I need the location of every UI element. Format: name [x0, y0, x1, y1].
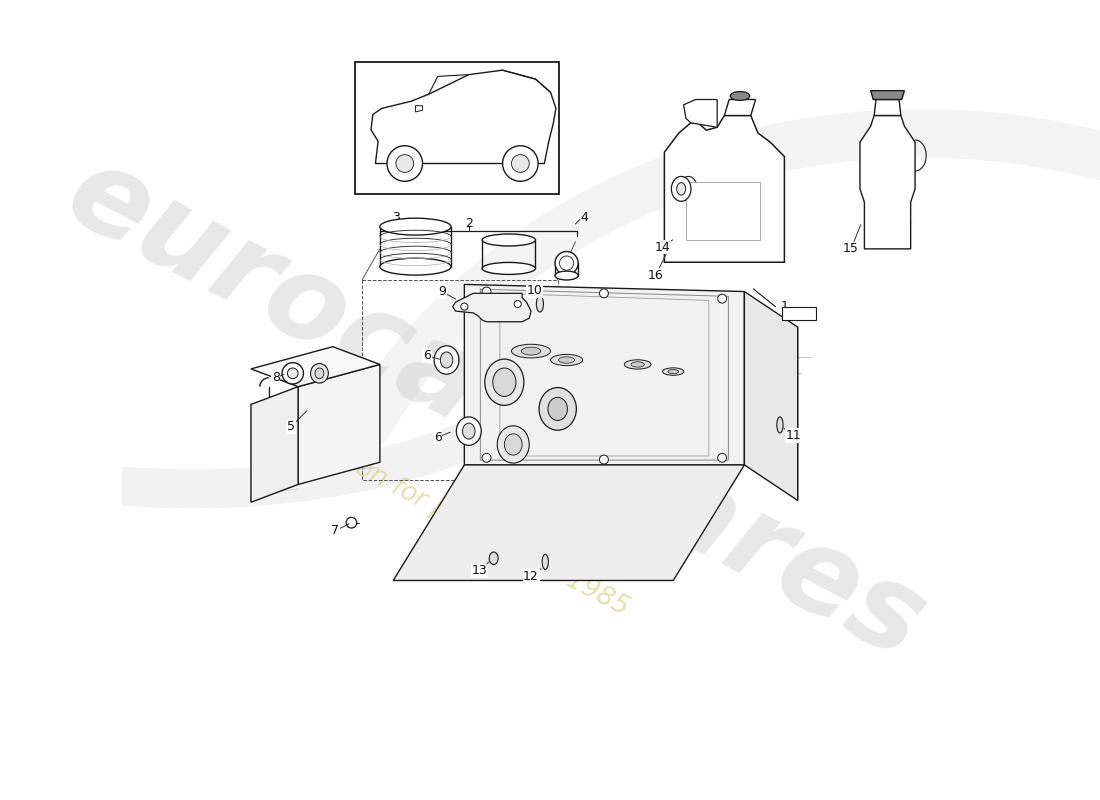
Bar — [782, 306, 815, 320]
Ellipse shape — [485, 359, 524, 406]
Bar — [355, 62, 560, 194]
Polygon shape — [251, 346, 380, 386]
Polygon shape — [664, 115, 784, 262]
Ellipse shape — [542, 554, 549, 570]
Ellipse shape — [680, 177, 697, 202]
Ellipse shape — [730, 91, 750, 100]
Text: 7: 7 — [331, 524, 340, 537]
Text: Mobil: Mobil — [874, 170, 901, 181]
Ellipse shape — [379, 258, 451, 275]
Text: 12: 12 — [524, 570, 539, 582]
Polygon shape — [683, 99, 717, 127]
Ellipse shape — [556, 271, 579, 280]
Ellipse shape — [490, 552, 498, 565]
Text: 14: 14 — [654, 241, 671, 254]
Circle shape — [396, 154, 414, 173]
Bar — [686, 182, 760, 240]
Polygon shape — [725, 99, 756, 115]
Text: 16: 16 — [648, 269, 663, 282]
Circle shape — [717, 294, 727, 303]
Polygon shape — [860, 115, 915, 249]
Ellipse shape — [493, 368, 516, 397]
Polygon shape — [464, 285, 745, 465]
Text: 1: 1 — [781, 300, 789, 313]
Polygon shape — [745, 291, 798, 501]
Ellipse shape — [434, 346, 459, 374]
Text: 8: 8 — [272, 371, 279, 384]
Polygon shape — [453, 294, 531, 322]
Ellipse shape — [521, 347, 541, 355]
Circle shape — [482, 287, 491, 296]
Text: 2-8: 2-8 — [790, 309, 807, 318]
Polygon shape — [671, 206, 704, 256]
Ellipse shape — [310, 363, 328, 383]
Ellipse shape — [551, 354, 583, 366]
Ellipse shape — [668, 370, 679, 374]
Circle shape — [717, 454, 727, 462]
Text: 6: 6 — [433, 431, 441, 444]
Polygon shape — [416, 106, 422, 112]
Ellipse shape — [463, 423, 475, 439]
Text: 13: 13 — [472, 564, 487, 577]
Text: 2: 2 — [465, 218, 473, 230]
Ellipse shape — [539, 387, 576, 430]
Circle shape — [461, 303, 468, 310]
Circle shape — [503, 146, 538, 182]
Text: 6: 6 — [424, 349, 431, 362]
Circle shape — [512, 154, 529, 173]
Ellipse shape — [671, 177, 691, 202]
Ellipse shape — [777, 417, 783, 433]
Ellipse shape — [497, 426, 529, 463]
Polygon shape — [874, 99, 901, 115]
Ellipse shape — [482, 262, 536, 274]
Text: 4: 4 — [581, 211, 589, 224]
Circle shape — [282, 362, 304, 384]
Ellipse shape — [537, 296, 543, 312]
Ellipse shape — [631, 362, 645, 367]
Ellipse shape — [676, 182, 685, 195]
Text: eurocarspares: eurocarspares — [47, 134, 944, 684]
Text: 15: 15 — [843, 242, 859, 255]
Ellipse shape — [315, 368, 323, 378]
Text: Mobil: Mobil — [707, 204, 741, 218]
Circle shape — [600, 455, 608, 464]
Ellipse shape — [512, 344, 551, 358]
Text: 5: 5 — [287, 420, 295, 433]
Text: 11: 11 — [785, 429, 801, 442]
Ellipse shape — [379, 218, 451, 235]
Text: 3: 3 — [392, 211, 399, 224]
Text: 10: 10 — [527, 284, 542, 297]
Ellipse shape — [548, 398, 568, 421]
Ellipse shape — [440, 352, 453, 368]
Text: 9: 9 — [438, 285, 447, 298]
Circle shape — [287, 368, 298, 378]
Polygon shape — [393, 465, 745, 581]
Text: a passion for parts since 1985: a passion for parts since 1985 — [270, 410, 632, 621]
Ellipse shape — [662, 368, 684, 375]
Circle shape — [346, 518, 356, 528]
Circle shape — [514, 301, 521, 307]
Polygon shape — [870, 90, 904, 99]
Ellipse shape — [504, 434, 522, 455]
Polygon shape — [251, 386, 298, 502]
Ellipse shape — [625, 360, 651, 369]
Polygon shape — [298, 365, 380, 485]
Ellipse shape — [482, 234, 536, 246]
Ellipse shape — [559, 357, 574, 363]
Polygon shape — [371, 70, 556, 163]
Ellipse shape — [556, 251, 579, 274]
Ellipse shape — [456, 417, 481, 446]
Circle shape — [387, 146, 422, 182]
Circle shape — [600, 289, 608, 298]
Ellipse shape — [560, 256, 574, 270]
Circle shape — [482, 454, 491, 462]
